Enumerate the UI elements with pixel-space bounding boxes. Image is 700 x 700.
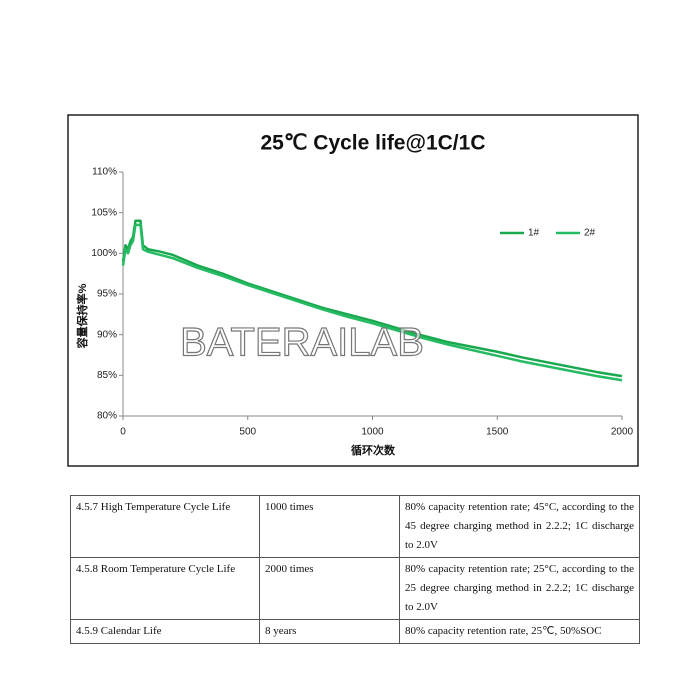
table-cell: 8 years [259,619,400,644]
x-axis-label: 循环次数 [351,443,396,457]
table-cell: 4.5.7 High Temperature Cycle Life [70,495,260,558]
watermark: BATERAILAB [180,321,424,365]
legend-label: 2# [584,228,596,239]
chart-title: 25℃ Cycle life@1C/1C [261,132,486,155]
table-cell: 80% capacity retention rate; 45°C, accor… [399,495,640,558]
x-tick-label: 0 [120,427,126,438]
x-tick-label: 2000 [611,427,634,438]
table-cell: 80% capacity retention rate, 25℃, 50%SOC [399,619,640,644]
table-cell: 4.5.8 Room Temperature Cycle Life [70,557,260,620]
table-row: 4.5.9 Calendar Life 8 years 80% capacity r… [70,619,640,644]
table-cell: 1000 times [259,495,400,558]
y-axis-label: 容量保持率% [75,283,89,349]
table-cell: 80% capacity retention rate; 25°C, accor… [399,557,640,620]
table-cell: 2000 times [259,557,400,620]
y-tick-label: 95% [97,289,117,300]
spec-table: 4.5.7 High Temperature Cycle Life 1000 ti… [70,495,640,644]
table-row: 4.5.8 Room Temperature Cycle Life 2000 ti… [70,557,640,620]
y-tick-label: 100% [91,248,117,259]
x-tick-label: 500 [239,427,256,438]
legend-label: 1# [528,228,540,239]
y-tick-label: 85% [97,370,117,381]
chart-frame [67,114,639,467]
x-tick-label: 1000 [361,427,384,438]
table-cell: 4.5.9 Calendar Life [70,619,260,644]
x-tick-label: 1500 [486,427,509,438]
chart: 25℃ Cycle life@1C/1C 循环次数 容量保持率% 80% 85% 9… [67,114,639,467]
y-tick-label: 90% [97,329,117,340]
table-row: 4.5.7 High Temperature Cycle Life 1000 ti… [70,495,640,558]
y-tick-label: 80% [97,411,117,422]
series-line [121,223,623,382]
y-tick-label: 105% [91,207,117,218]
y-tick-label: 110% [92,167,117,178]
